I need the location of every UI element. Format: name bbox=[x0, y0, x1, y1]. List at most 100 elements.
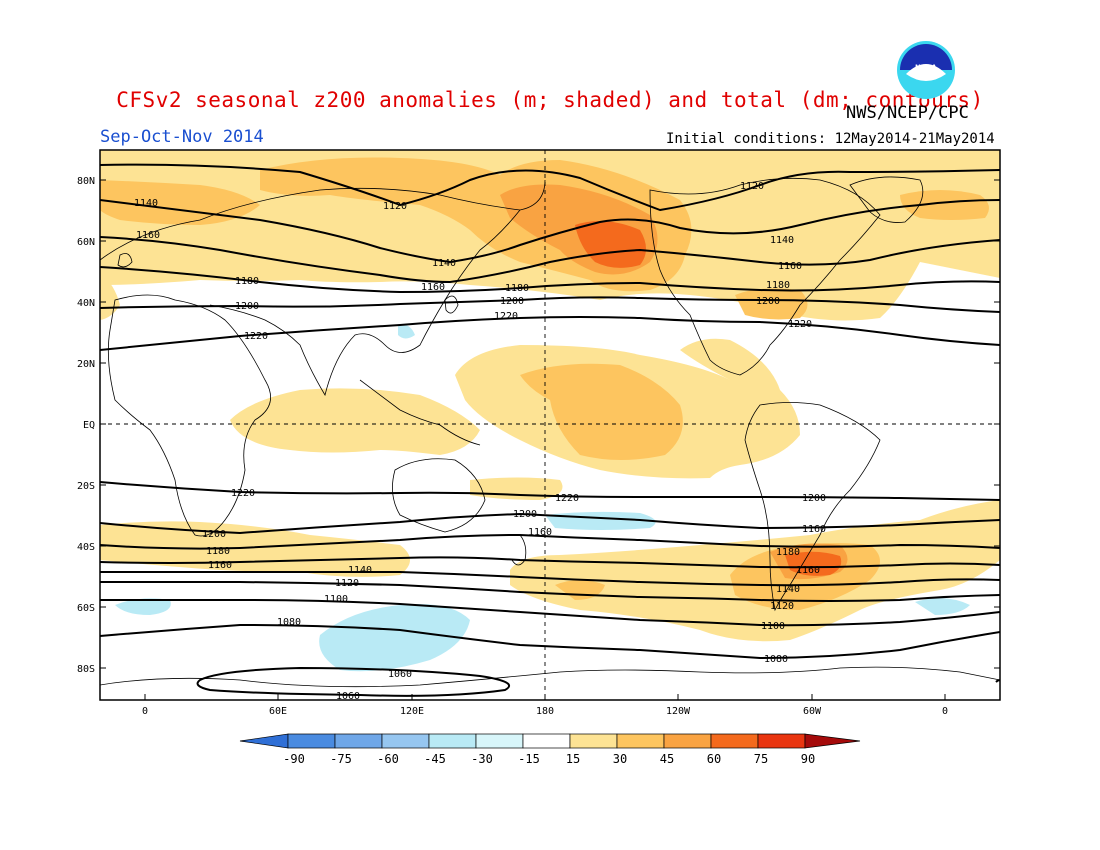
contour-line-1220-north bbox=[100, 316, 1000, 351]
noaa-logo: NOAA bbox=[897, 41, 955, 99]
anomaly-band-neg-15-30 bbox=[319, 604, 470, 672]
anomaly-band-30-45 bbox=[520, 363, 683, 460]
colorbar-cell bbox=[475, 733, 524, 749]
contour-label: 1180 bbox=[505, 283, 529, 294]
agency-label: NWS/NCEP/CPC bbox=[846, 103, 969, 123]
colorbar-cell bbox=[616, 733, 665, 749]
lat-label: 60S bbox=[77, 603, 95, 614]
season-label: Sep-Oct-Nov 2014 bbox=[100, 127, 264, 147]
contour-line-1120-north bbox=[100, 163, 1000, 212]
lat-label: 40S bbox=[77, 542, 95, 553]
colorbar-label: -45 bbox=[424, 752, 446, 766]
anomaly-band-30-45 bbox=[735, 288, 808, 320]
contours bbox=[100, 163, 1000, 697]
lon-label: 60E bbox=[269, 706, 287, 717]
lon-label: 120W bbox=[666, 706, 691, 717]
map-frame bbox=[99, 149, 1001, 701]
colorbar-cell bbox=[757, 733, 806, 749]
contour-label: 1060 bbox=[336, 691, 360, 702]
colorbar-cell bbox=[381, 733, 430, 749]
contour-label: 1220 bbox=[494, 311, 518, 322]
colorbar-label: 90 bbox=[801, 752, 815, 766]
contour-line-1180-north bbox=[100, 266, 1000, 294]
colorbar-label: 30 bbox=[613, 752, 627, 766]
coastline-north-america bbox=[649, 177, 881, 376]
colorbar-label: -75 bbox=[330, 752, 352, 766]
contour-label: 1200 bbox=[756, 296, 780, 307]
colorbar-label: 75 bbox=[754, 752, 768, 766]
contour-label: 1160 bbox=[796, 565, 820, 576]
contour-label: 1160 bbox=[421, 282, 445, 293]
lon-label: 180 bbox=[536, 706, 554, 717]
colorbar-label: -15 bbox=[518, 752, 540, 766]
contour-label: 1200 bbox=[802, 493, 826, 504]
contour-label: 1200 bbox=[235, 301, 259, 312]
colorbar-cell bbox=[287, 733, 336, 749]
lon-label: 120E bbox=[400, 706, 424, 717]
contour-label: 1220 bbox=[788, 319, 812, 330]
contour-line-1200-south bbox=[100, 512, 1000, 535]
contour-label: 1120 bbox=[770, 601, 794, 612]
coastline-japan bbox=[444, 295, 459, 314]
contour-label: 1160 bbox=[778, 261, 802, 272]
contour-line-1120-south bbox=[100, 580, 1000, 602]
colorbar-label: -60 bbox=[377, 752, 399, 766]
lat-ticks bbox=[100, 179, 1000, 669]
contour-label: 1140 bbox=[348, 565, 372, 576]
contour-line-1140-south bbox=[100, 570, 1000, 587]
contour-label: 1160 bbox=[136, 230, 160, 241]
lat-label: 80N bbox=[77, 176, 95, 187]
lon-label: 0 bbox=[142, 706, 148, 717]
contour-label: 1100 bbox=[324, 594, 348, 605]
anomaly-shading: 1140 1120 1120 1160 1140 1140 1180 1160 … bbox=[100, 150, 1000, 702]
contour-label: 1180 bbox=[766, 280, 790, 291]
contour-label: 1160 bbox=[208, 560, 232, 571]
contour-line-1160-south bbox=[100, 556, 1000, 569]
contour-label: 1180 bbox=[235, 276, 259, 287]
colorbar-label: -30 bbox=[471, 752, 493, 766]
anomaly-band-neg-15-30 bbox=[915, 598, 970, 615]
contour-line-1060-south bbox=[196, 666, 511, 697]
lon-label: 60W bbox=[803, 706, 822, 717]
coastline-australia bbox=[392, 458, 486, 533]
contour-line-1180-south bbox=[100, 533, 1000, 550]
initial-conditions-label: Initial conditions: 12May2014-21May2014 bbox=[666, 131, 995, 147]
lat-label: EQ bbox=[83, 420, 95, 431]
contour-line-1060-edge bbox=[995, 679, 1000, 683]
coastline-antarctica bbox=[100, 666, 1000, 688]
anomaly-band-15-30 bbox=[230, 388, 480, 455]
contour-label: 1160 bbox=[802, 524, 826, 535]
contour-label: 1180 bbox=[206, 546, 230, 557]
anomaly-band-neg-15-30 bbox=[398, 324, 415, 339]
lat-label: 60N bbox=[77, 237, 95, 248]
lon-labels: 0 60E 120E 180 120W 60W 0 bbox=[142, 706, 948, 717]
contour-label: 1180 bbox=[776, 547, 800, 558]
reference-lines bbox=[100, 150, 1000, 700]
contour-label: 1120 bbox=[383, 201, 407, 212]
lat-label: 80S bbox=[77, 664, 95, 675]
contour-label: 1200 bbox=[513, 509, 537, 520]
colorbar-arrow-high bbox=[804, 733, 861, 749]
coastlines bbox=[100, 176, 1000, 688]
contour-label: 1080 bbox=[277, 617, 301, 628]
anomaly-band-neg-15-30 bbox=[115, 598, 171, 615]
contour-line-1140-north bbox=[100, 199, 1000, 264]
lon-label: 0 bbox=[942, 706, 948, 717]
contour-line-1100-south bbox=[100, 598, 1000, 627]
colorbar-cell bbox=[428, 733, 477, 749]
contour-label: 1220 bbox=[244, 331, 268, 342]
colorbar-cell bbox=[569, 733, 618, 749]
contour-label: 1200 bbox=[202, 529, 226, 540]
contour-label: 1080 bbox=[764, 654, 788, 665]
contour-line-1160-north bbox=[100, 236, 1000, 284]
lon-ticks bbox=[144, 694, 946, 700]
contour-label: 1140 bbox=[432, 258, 456, 269]
coastline-greenland bbox=[849, 176, 924, 223]
contour-label: 1200 bbox=[500, 296, 524, 307]
contour-label: 1220 bbox=[231, 488, 255, 499]
colorbar-label: 15 bbox=[566, 752, 580, 766]
contour-label: 1120 bbox=[740, 181, 764, 192]
contour-label: 1100 bbox=[761, 621, 785, 632]
colorbar-cell bbox=[522, 733, 571, 749]
